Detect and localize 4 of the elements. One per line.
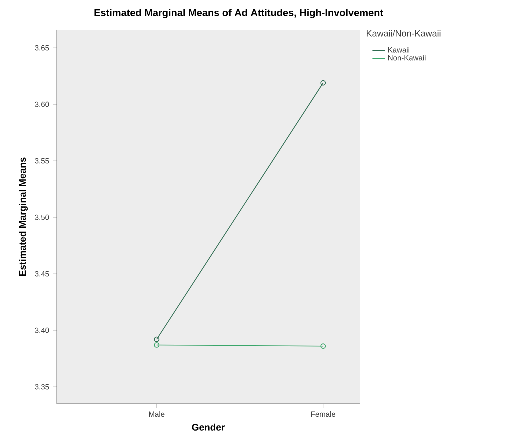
- chart-title: Estimated Marginal Means of Ad Attitudes, High-Involvement: [94, 9, 384, 18]
- x-axis-title: Gender: [192, 424, 225, 431]
- legend-title: Kawaii/Non-Kawaii: [366, 30, 441, 37]
- y-axis-title: Estimated Marginal Means: [19, 158, 28, 276]
